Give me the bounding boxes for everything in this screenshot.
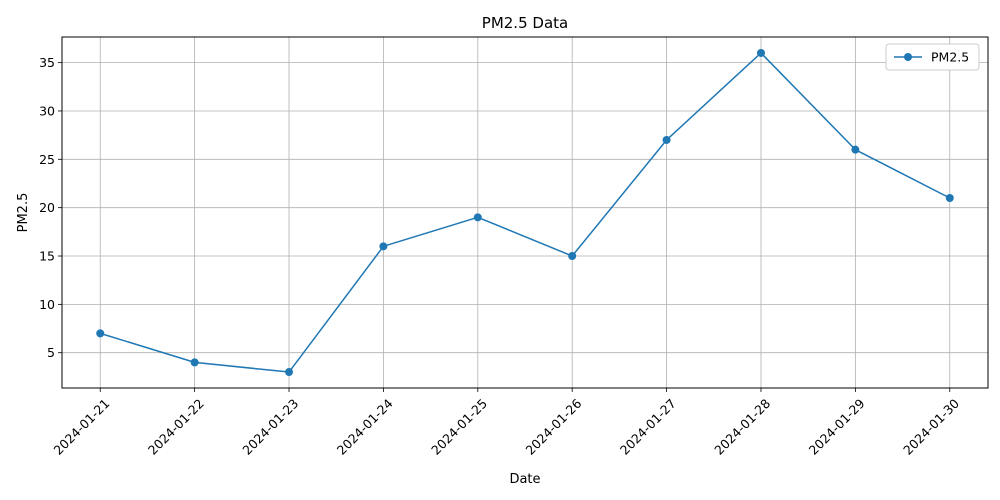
x-tick-label: 2024-01-28 [711, 396, 773, 458]
y-tick-label: 10 [39, 297, 55, 312]
data-point [945, 193, 954, 202]
x-axis-label: Date [509, 472, 540, 487]
legend-marker-swatch [904, 53, 912, 61]
series-line [100, 52, 951, 373]
y-tick-label: 15 [39, 249, 55, 264]
x-axis-ticks: 2024-01-21 2024-01-22 2024-01-23 2024-01-24… [51, 388, 962, 458]
x-tick-label: 2024-01-21 [51, 396, 113, 458]
y-axis-label: PM2.5 [16, 193, 31, 233]
y-tick-label: 30 [39, 103, 55, 118]
y-axis-ticks: 5 10 15 20 25 30 35 [39, 55, 62, 360]
x-tick-label: 2024-01-24 [334, 396, 396, 458]
legend-label: PM2.5 [931, 50, 969, 65]
data-point [568, 252, 577, 261]
y-tick-label: 20 [39, 200, 55, 215]
plot-area-frame [61, 36, 989, 389]
data-point [473, 213, 482, 222]
data-point [96, 329, 105, 338]
x-tick-label: 2024-01-26 [523, 396, 585, 458]
data-point [379, 242, 388, 251]
x-tick-label: 2024-01-27 [617, 396, 679, 458]
x-tick-label: 2024-01-30 [900, 396, 962, 458]
data-point [190, 358, 199, 367]
grid [62, 37, 988, 388]
legend: PM2.5 [885, 43, 980, 71]
data-point [851, 145, 860, 154]
series-group [96, 48, 954, 377]
legend-box [885, 43, 980, 71]
data-point [285, 368, 294, 377]
y-tick-label: 5 [47, 345, 55, 360]
y-tick-label: 35 [39, 55, 55, 70]
x-tick-label: 2024-01-23 [239, 396, 301, 458]
x-tick-label: 2024-01-29 [806, 396, 868, 458]
y-tick-label: 25 [39, 152, 55, 167]
data-point [756, 48, 765, 57]
chart-title: PM2.5 Data [482, 14, 568, 32]
x-tick-label: 2024-01-22 [145, 396, 207, 458]
data-point [662, 135, 671, 144]
x-tick-label: 2024-01-25 [428, 396, 490, 458]
